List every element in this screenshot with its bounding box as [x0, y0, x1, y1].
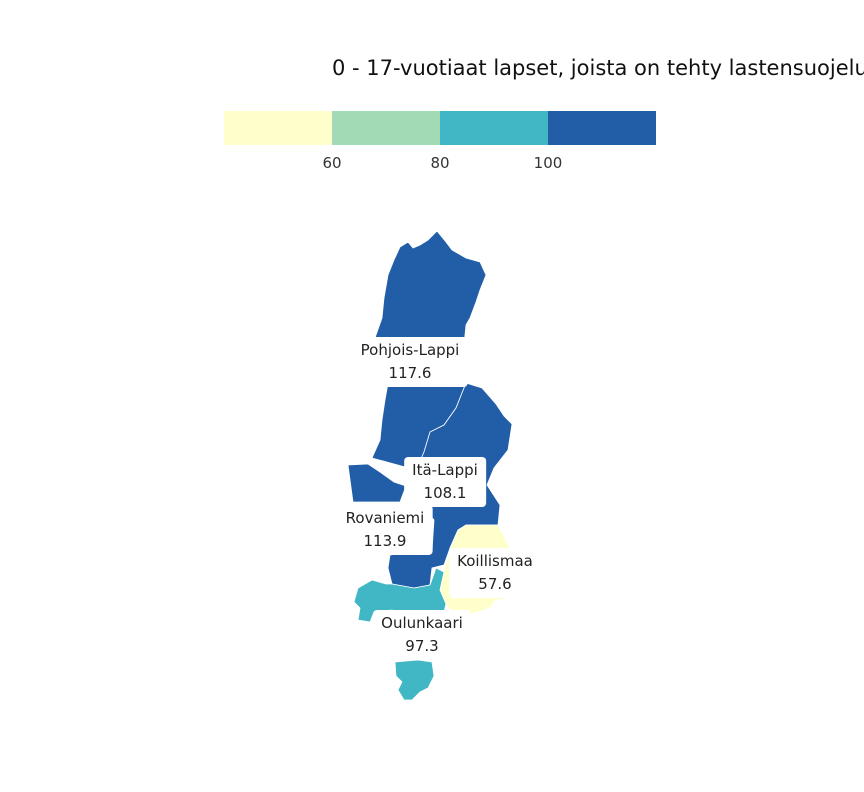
- region-name: Rovaniemi: [345, 509, 425, 527]
- color-legend: [224, 111, 656, 145]
- region-name: Koillismaa: [457, 552, 533, 570]
- region-value: 57.6: [478, 575, 512, 593]
- region-value: 108.1: [423, 484, 467, 502]
- region-name: Itä-Lappi: [412, 461, 478, 479]
- map-title: 0 - 17-vuotiaat lapset, joista on tehty …: [332, 56, 864, 80]
- region-name: Oulunkaari: [381, 614, 463, 632]
- region-label-rovaniemi: Rovaniemi 113.9: [337, 505, 433, 555]
- region-value: 113.9: [363, 532, 407, 550]
- legend-tick-60: 60: [322, 154, 342, 172]
- legend-swatch-4: [548, 111, 656, 145]
- region-label-oulunkaari: Oulunkaari 97.3: [373, 610, 471, 660]
- region-value: 97.3: [405, 637, 439, 655]
- region-oulunkaari-south[interactable]: [394, 659, 435, 701]
- region-value: 117.6: [388, 364, 432, 382]
- legend-swatch-3: [440, 111, 548, 145]
- region-name: Pohjois-Lappi: [360, 341, 460, 359]
- legend-tick-100: 100: [533, 154, 563, 172]
- region-label-koillismaa: Koillismaa 57.6: [449, 548, 541, 598]
- region-label-ita-lappi: Itä-Lappi 108.1: [404, 457, 486, 507]
- legend-swatch-1: [224, 111, 332, 145]
- legend-swatch-2: [332, 111, 440, 145]
- legend-tick-80: 80: [430, 154, 450, 172]
- region-label-pohjois-lappi: Pohjois-Lappi 117.6: [352, 337, 468, 387]
